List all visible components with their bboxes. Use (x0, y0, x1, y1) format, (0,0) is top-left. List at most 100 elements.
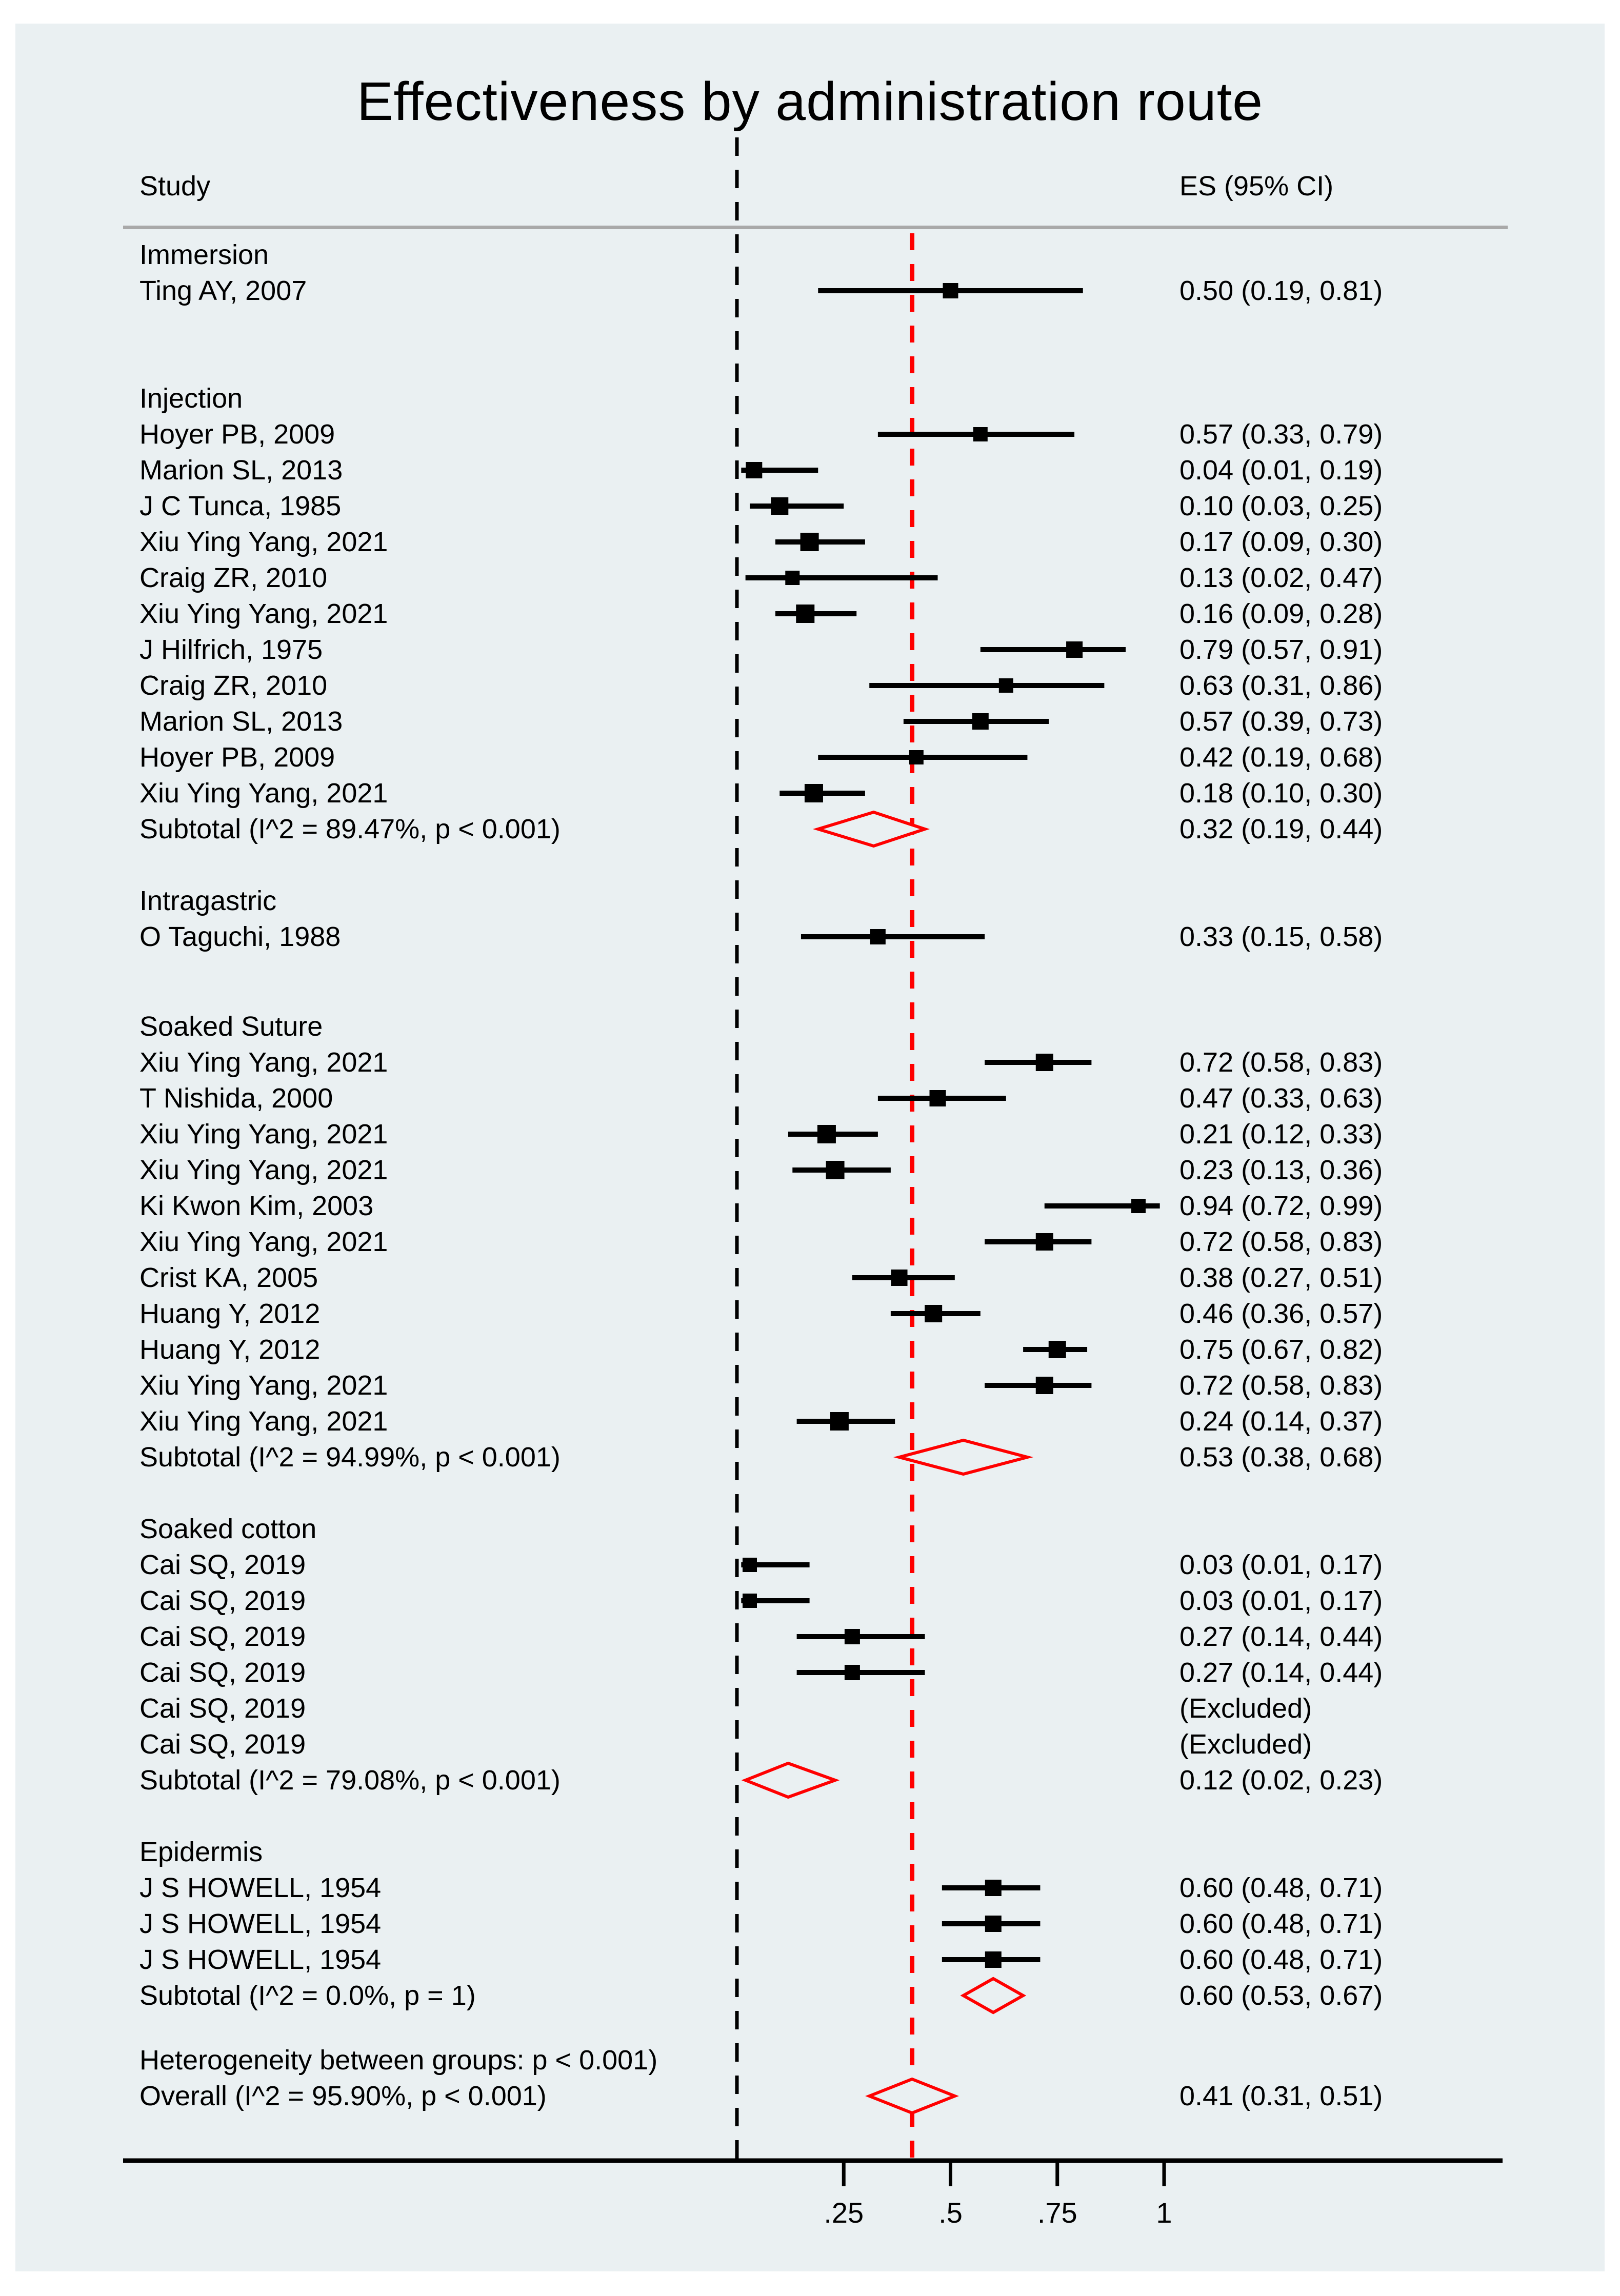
study-label: Crist KA, 2005 (139, 1262, 318, 1293)
effect-box (925, 1305, 943, 1322)
group-label: Epidermis (139, 1837, 263, 1867)
study-label: Craig ZR, 2010 (139, 562, 328, 593)
effect-box (1035, 1054, 1053, 1071)
effect-box (1066, 641, 1083, 658)
effect-box (943, 283, 958, 298)
es-value: 0.57 (0.39, 0.73) (1179, 706, 1383, 737)
study-label: Ki Kwon Kim, 2003 (139, 1191, 374, 1221)
study-label: J S HOWELL, 1954 (139, 1944, 382, 1975)
axis-tick-label: .75 (1037, 2197, 1077, 2229)
effect-box (804, 784, 823, 802)
es-value: 0.03 (0.01, 0.17) (1179, 1585, 1383, 1616)
effect-box (826, 1161, 845, 1179)
study-label: Cai SQ, 2019 (139, 1729, 306, 1760)
subtotal-diamond (960, 1977, 1027, 2015)
study-label: Marion SL, 2013 (139, 455, 343, 486)
effect-box (817, 1125, 836, 1143)
es-value: 0.33 (0.15, 0.58) (1179, 921, 1383, 952)
es-value: 0.72 (0.58, 0.83) (1179, 1370, 1383, 1401)
study-label: J S HOWELL, 1954 (139, 1872, 382, 1903)
es-value: 0.47 (0.33, 0.63) (1179, 1083, 1383, 1114)
header-rule (123, 226, 1508, 229)
effect-box (973, 427, 988, 441)
effect-box (1131, 1199, 1146, 1213)
effect-box (870, 929, 886, 944)
study-label: Cai SQ, 2019 (139, 1657, 306, 1688)
overall-diamond (865, 2077, 959, 2115)
effect-box (998, 678, 1013, 693)
effect-box (1035, 1233, 1053, 1251)
study-label: Cai SQ, 2019 (139, 1549, 306, 1580)
es-value: 0.60 (0.48, 0.71) (1179, 1872, 1383, 1903)
study-label: J Hilfrich, 1975 (139, 634, 323, 665)
effect-box (844, 1665, 860, 1680)
effect-box (891, 1270, 908, 1286)
study-label: Craig ZR, 2010 (139, 670, 328, 701)
study-label: T Nishida, 2000 (139, 1083, 333, 1114)
es-value: 0.53 (0.38, 0.68) (1179, 1442, 1383, 1473)
study-label: Hoyer PB, 2009 (139, 742, 335, 773)
column-header-es: ES (95% CI) (1179, 171, 1334, 202)
group-label: Soaked cotton (139, 1514, 317, 1544)
es-value: 0.60 (0.48, 0.71) (1179, 1944, 1383, 1975)
study-label: Cai SQ, 2019 (139, 1585, 306, 1616)
es-value: 0.63 (0.31, 0.86) (1179, 670, 1383, 701)
study-label: J S HOWELL, 1954 (139, 1908, 382, 1939)
es-value: 0.03 (0.01, 0.17) (1179, 1549, 1383, 1580)
effect-box (785, 571, 800, 585)
effect-box (972, 713, 989, 730)
study-label: Huang Y, 2012 (139, 1334, 321, 1365)
es-value: 0.21 (0.12, 0.33) (1179, 1119, 1383, 1150)
es-value: 0.13 (0.02, 0.47) (1179, 562, 1383, 593)
es-value: 0.60 (0.48, 0.71) (1179, 1908, 1383, 1939)
group-label: Immersion (139, 239, 269, 270)
es-value: 0.79 (0.57, 0.91) (1179, 634, 1383, 665)
es-value: 0.72 (0.58, 0.83) (1179, 1047, 1383, 1078)
plot-panel (15, 24, 1605, 2271)
study-label: Ting AY, 2007 (139, 275, 307, 306)
es-value: 0.72 (0.58, 0.83) (1179, 1226, 1383, 1257)
es-value: 0.24 (0.14, 0.37) (1179, 1406, 1383, 1437)
group-label: Soaked Suture (139, 1011, 323, 1042)
es-value: (Excluded) (1179, 1693, 1312, 1724)
es-value: (Excluded) (1179, 1729, 1312, 1760)
subtotal-diamond (741, 1761, 840, 1799)
study-label: Xiu Ying Yang, 2021 (139, 778, 388, 809)
effect-box (844, 1629, 860, 1644)
summary-label: Subtotal (I^2 = 94.99%, p < 0.001) (139, 1442, 561, 1473)
es-value: 0.38 (0.27, 0.51) (1179, 1262, 1383, 1293)
es-value: 0.75 (0.67, 0.82) (1179, 1334, 1383, 1365)
es-value: 0.23 (0.13, 0.36) (1179, 1155, 1383, 1185)
es-value: 0.17 (0.09, 0.30) (1179, 527, 1383, 557)
effect-box (1035, 1377, 1053, 1394)
effect-box (742, 1558, 757, 1572)
axis-tick-label: 1 (1156, 2197, 1172, 2229)
study-label: Xiu Ying Yang, 2021 (139, 1119, 388, 1150)
effect-box (771, 497, 789, 515)
es-value: 0.42 (0.19, 0.68) (1179, 742, 1383, 773)
study-label: O Taguchi, 1988 (139, 921, 341, 952)
effect-box (1048, 1341, 1066, 1358)
effect-box (985, 1951, 1002, 1968)
study-label: Xiu Ying Yang, 2021 (139, 1226, 388, 1257)
es-value: 0.57 (0.33, 0.79) (1179, 419, 1383, 450)
es-value: 0.12 (0.02, 0.23) (1179, 1765, 1383, 1796)
column-header-study: Study (139, 171, 211, 202)
es-value: 0.10 (0.03, 0.25) (1179, 491, 1383, 521)
effect-box (985, 1880, 1002, 1896)
es-value: 0.27 (0.14, 0.44) (1179, 1657, 1383, 1688)
summary-label: Subtotal (I^2 = 89.47%, p < 0.001) (139, 814, 561, 844)
summary-label: Subtotal (I^2 = 79.08%, p < 0.001) (139, 1765, 561, 1796)
group-label: Intragastric (139, 885, 277, 916)
subtotal-diamond (893, 1438, 1034, 1476)
effect-box (742, 1594, 757, 1608)
effect-box (746, 462, 763, 478)
study-label: Cai SQ, 2019 (139, 1621, 306, 1652)
axis-tick-label: .25 (824, 2197, 864, 2229)
effect-box (985, 1916, 1002, 1932)
es-value: 0.27 (0.14, 0.44) (1179, 1621, 1383, 1652)
effect-box (929, 1090, 946, 1106)
es-value: 0.41 (0.31, 0.51) (1179, 2081, 1383, 2111)
effect-box (909, 750, 924, 764)
